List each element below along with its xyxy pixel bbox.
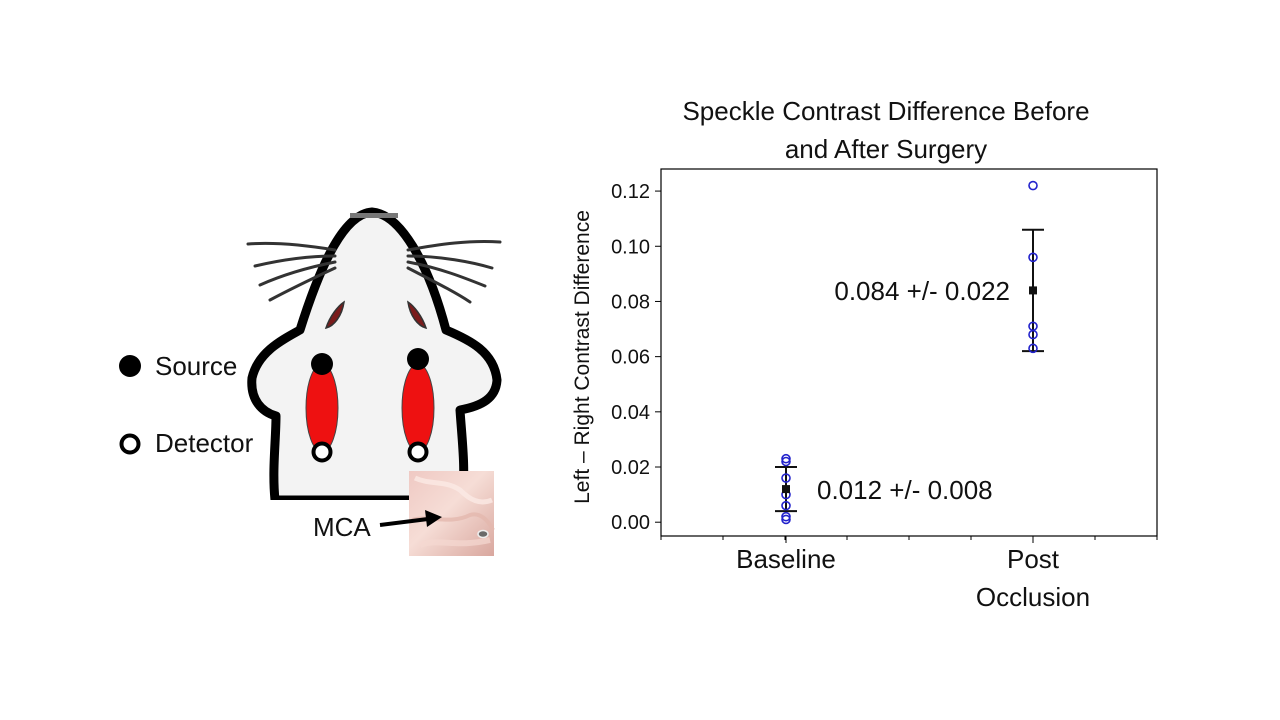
y-tick-label: 0.02: [611, 457, 650, 479]
data-point: [781, 453, 791, 464]
data-point: [781, 456, 791, 467]
rat-nose: [350, 213, 398, 218]
data-point: [1028, 252, 1038, 263]
mca-label: MCA: [313, 512, 371, 542]
right-source-marker: [407, 348, 429, 370]
mean-marker: [782, 485, 790, 494]
probe-group: [305, 348, 435, 463]
y-tick-label: 0.06: [611, 347, 650, 369]
detector-legend-icon: [119, 433, 141, 455]
data-point: [781, 473, 791, 483]
source-legend-label: Source: [155, 351, 237, 381]
y-tick-label: 0.00: [611, 512, 650, 534]
whiskers: [246, 239, 502, 304]
y-tick-label: 0.12: [611, 181, 650, 203]
x-axis-ticks: Baseline Post Occlusion: [660, 536, 1158, 612]
chart-title-line-1: Speckle Contrast Difference Before: [682, 96, 1089, 126]
data-point: [1028, 343, 1038, 354]
diagram-legend: Source Detector: [119, 351, 254, 458]
rat-head-diagram: Source Detector MCA: [119, 207, 502, 556]
left-source-marker: [311, 353, 333, 375]
right-detector-marker: [407, 441, 429, 463]
left-detector-marker: [311, 441, 333, 463]
data-point: [781, 500, 791, 511]
source-legend-icon: [119, 355, 141, 377]
data-point: [1028, 321, 1038, 332]
y-tick-label: 0.10: [611, 236, 650, 258]
data-point: [1028, 180, 1038, 191]
mca-arrow-shaft: [379, 517, 429, 527]
left-eye: [324, 300, 345, 330]
rat-head-outline: [247, 207, 502, 500]
y-tick-label: 0.08: [611, 291, 650, 313]
baseline-annotation: 0.012 +/- 0.008: [817, 475, 993, 505]
detector-legend-label: Detector: [155, 428, 254, 458]
data-point: [781, 511, 791, 522]
right-probe-strip: [401, 363, 435, 453]
mean-marker: [1029, 286, 1037, 295]
mca-arrow-head: [425, 510, 442, 527]
x-tick-label: Occlusion: [976, 582, 1090, 612]
right-eye: [407, 300, 428, 330]
post-occlusion-annotation: 0.084 +/- 0.022: [834, 276, 1010, 306]
x-tick-label: Baseline: [736, 544, 836, 574]
mca-photo-inset: MCA: [313, 471, 495, 556]
y-axis-ticks: 0.00 0.02 0.04 0.06 0.08 0.10 0.12: [611, 181, 661, 534]
x-tick-label: Post: [1007, 544, 1060, 574]
chart-title-line-2: and After Surgery: [785, 134, 987, 164]
y-axis-label: Left – Right Contrast Difference: [571, 210, 594, 504]
y-tick-label: 0.04: [611, 402, 650, 424]
data-point: [781, 514, 791, 525]
data-marks: 0.012 +/- 0.008 0.084 +/- 0.022: [775, 180, 1044, 525]
chart: Speckle Contrast Difference Before and A…: [571, 96, 1158, 612]
left-probe-strip: [305, 363, 339, 453]
